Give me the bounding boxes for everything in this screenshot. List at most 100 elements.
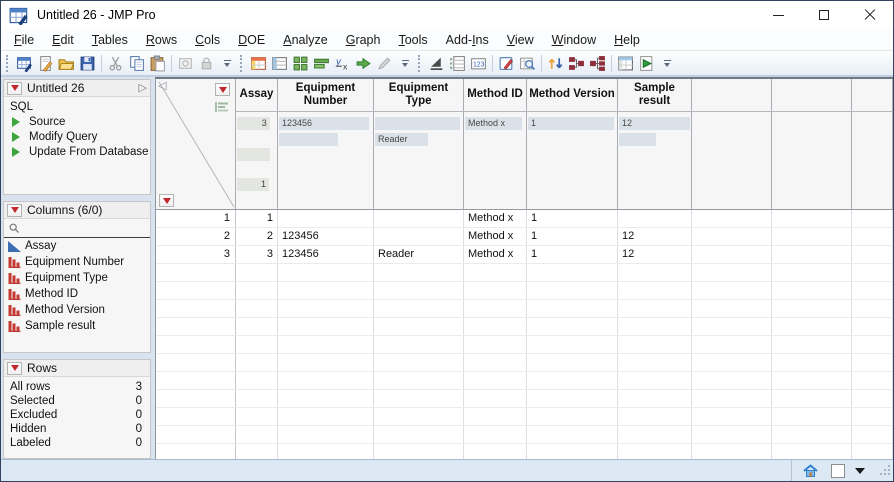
cell[interactable] — [236, 390, 278, 407]
cell[interactable] — [464, 426, 527, 443]
cell[interactable]: Reader — [374, 246, 464, 263]
cell[interactable] — [464, 354, 527, 371]
rows-header-menu-button[interactable] — [159, 194, 174, 207]
cell[interactable] — [236, 444, 278, 459]
cell[interactable] — [527, 282, 618, 299]
cell[interactable] — [692, 228, 772, 245]
cell[interactable] — [692, 210, 772, 227]
toolbar-grip[interactable] — [240, 54, 243, 72]
cell[interactable] — [772, 336, 852, 353]
save-icon[interactable] — [77, 53, 98, 74]
column-header-empty[interactable] — [692, 79, 772, 111]
cell[interactable] — [772, 372, 852, 389]
cell[interactable] — [772, 318, 852, 335]
rows-menu-button[interactable] — [7, 361, 22, 375]
cell[interactable]: 123456 — [278, 228, 374, 245]
cell[interactable] — [374, 300, 464, 317]
window-indicator-box[interactable] — [831, 463, 845, 478]
cell[interactable] — [618, 210, 692, 227]
cell[interactable] — [236, 282, 278, 299]
cell[interactable] — [236, 408, 278, 425]
cell[interactable] — [236, 300, 278, 317]
summary-icon[interactable] — [269, 53, 290, 74]
col-info-icon[interactable]: 123 — [468, 53, 489, 74]
columns-header-menu-button[interactable] — [215, 83, 230, 96]
column-header-sample-result[interactable]: Sample result — [618, 79, 692, 111]
sort-icon[interactable] — [426, 53, 447, 74]
cell[interactable] — [772, 246, 852, 263]
cell[interactable] — [618, 300, 692, 317]
cell[interactable] — [236, 354, 278, 371]
cell[interactable] — [527, 318, 618, 335]
cell[interactable] — [236, 372, 278, 389]
cell[interactable] — [618, 282, 692, 299]
row-number[interactable]: 1 — [156, 210, 236, 227]
toolbar-grip[interactable] — [6, 54, 9, 72]
cell[interactable] — [278, 390, 374, 407]
cell[interactable] — [692, 408, 772, 425]
cell[interactable] — [374, 210, 464, 227]
run-script-icon[interactable] — [636, 53, 657, 74]
cell[interactable] — [278, 408, 374, 425]
cell[interactable] — [618, 264, 692, 281]
row-number[interactable] — [156, 444, 236, 459]
cell[interactable] — [278, 336, 374, 353]
cell[interactable] — [374, 336, 464, 353]
row-number[interactable] — [156, 318, 236, 335]
cell[interactable] — [374, 372, 464, 389]
column-item-assay[interactable]: Assay — [4, 238, 150, 254]
cell[interactable] — [618, 390, 692, 407]
tabulate-icon[interactable] — [615, 53, 636, 74]
cell[interactable] — [374, 318, 464, 335]
menu-window[interactable]: Window — [551, 32, 597, 47]
column-item-equipment-number[interactable]: Equipment Number — [4, 254, 150, 270]
sort-updown-icon[interactable] — [545, 53, 566, 74]
cell[interactable] — [374, 408, 464, 425]
cell[interactable] — [374, 264, 464, 281]
cell[interactable] — [527, 300, 618, 317]
cell[interactable] — [278, 264, 374, 281]
script-item-source[interactable]: Source — [4, 114, 150, 129]
row-number[interactable] — [156, 300, 236, 317]
cell[interactable]: 3 — [236, 246, 278, 263]
split-icon[interactable] — [290, 53, 311, 74]
paste-icon[interactable] — [147, 53, 168, 74]
cell[interactable] — [852, 246, 893, 263]
menu-rows[interactable]: Rows — [145, 32, 178, 47]
cell[interactable]: Method x — [464, 246, 527, 263]
columns-search[interactable] — [4, 219, 150, 238]
column-header-empty[interactable] — [772, 79, 852, 111]
cell[interactable] — [852, 300, 893, 317]
cell[interactable] — [464, 318, 527, 335]
cell[interactable] — [692, 300, 772, 317]
row-number[interactable] — [156, 390, 236, 407]
cell[interactable] — [527, 390, 618, 407]
column-header-assay[interactable]: Assay — [236, 79, 278, 111]
cell[interactable] — [772, 426, 852, 443]
cell[interactable] — [852, 228, 893, 245]
header-graph-toggle-icon[interactable] — [215, 100, 229, 118]
search-table-icon[interactable] — [517, 53, 538, 74]
cell[interactable] — [374, 354, 464, 371]
cell[interactable] — [852, 264, 893, 281]
cell[interactable] — [278, 372, 374, 389]
menu-tools[interactable]: Tools — [398, 32, 428, 47]
row-number[interactable] — [156, 426, 236, 443]
cell[interactable] — [278, 444, 374, 459]
cell[interactable] — [236, 426, 278, 443]
cell[interactable] — [772, 408, 852, 425]
cell[interactable] — [278, 318, 374, 335]
cell[interactable] — [527, 336, 618, 353]
cell[interactable] — [618, 318, 692, 335]
cell[interactable]: 123456 — [278, 246, 374, 263]
row-number[interactable] — [156, 336, 236, 353]
resize-grip[interactable] — [879, 463, 891, 481]
cell[interactable] — [618, 354, 692, 371]
new-data-table-icon[interactable] — [14, 53, 35, 74]
column-item-equipment-type[interactable]: Equipment Type — [4, 270, 150, 286]
cell[interactable] — [852, 336, 893, 353]
cell[interactable] — [852, 354, 893, 371]
menu-view[interactable]: View — [506, 32, 534, 47]
menu-analyze[interactable]: Analyze — [283, 32, 328, 47]
